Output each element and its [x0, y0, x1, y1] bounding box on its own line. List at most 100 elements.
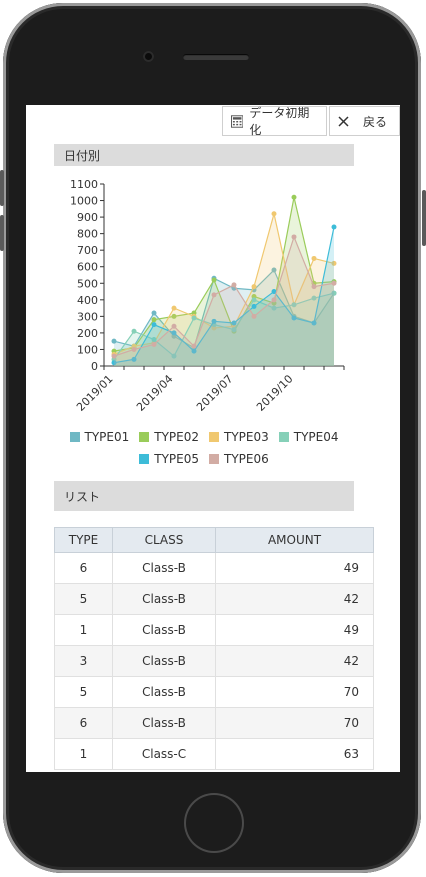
legend-swatch [139, 454, 150, 464]
cell-type: 3 [54, 645, 113, 677]
line-series-1 [113, 268, 335, 349]
data-point [111, 353, 117, 359]
data-point [211, 318, 217, 324]
data-point [151, 322, 157, 328]
area-series-1 [114, 270, 334, 366]
table-row[interactable]: 3 Class-B 42 [54, 645, 374, 677]
data-point [331, 224, 337, 230]
legend-label: TYPE04 [293, 430, 339, 444]
table-row[interactable]: 5 Class-B 42 [54, 583, 374, 615]
volume-up-button[interactable] [0, 170, 4, 206]
area-series-2 [114, 197, 334, 366]
data-point [251, 303, 257, 309]
cell-class: Class-B [112, 707, 216, 739]
data-point [171, 313, 177, 319]
legend-item-type03[interactable]: TYPE03 [209, 430, 269, 444]
data-point [151, 310, 157, 316]
data-point [251, 297, 257, 303]
legend-item-type06[interactable]: TYPE06 [209, 452, 269, 466]
table-row[interactable]: 5 Class-B 70 [54, 676, 374, 708]
y-tick-label: 700 [77, 244, 98, 257]
legend-swatch [69, 432, 80, 442]
legend-label: TYPE02 [154, 430, 199, 444]
y-tick-label: 500 [77, 277, 98, 290]
cell-type: 5 [54, 676, 113, 708]
data-point [331, 290, 337, 296]
legend-item-type04[interactable]: TYPE04 [278, 430, 339, 444]
volume-down-button[interactable] [0, 215, 4, 251]
cell-amount: 42 [215, 583, 374, 615]
area-series-3 [114, 213, 334, 366]
table-row[interactable]: 6 Class-B 49 [54, 552, 374, 584]
cell-amount: 70 [215, 676, 374, 708]
legend-label: TYPE06 [224, 452, 269, 466]
front-camera [143, 51, 154, 62]
earpiece-speaker [183, 54, 249, 60]
data-point [191, 315, 197, 321]
cell-class: Class-B [112, 552, 216, 584]
data-point [271, 211, 277, 217]
column-header-amount[interactable]: AMOUNT [215, 527, 374, 553]
power-button[interactable] [422, 190, 426, 246]
cell-class: Class-B [112, 645, 216, 677]
data-point [171, 330, 177, 336]
data-point [271, 305, 277, 311]
legend-swatch [139, 432, 150, 442]
y-tick-label: 1100 [70, 178, 98, 191]
data-point [171, 353, 177, 359]
area-chart: 0 100 200 300 400 500 600 700 800 900 1000 1100 2019… [70, 178, 345, 414]
home-button[interactable] [184, 793, 244, 853]
y-tick-label: 600 [77, 261, 98, 274]
data-point [231, 320, 237, 326]
cell-amount: 42 [215, 645, 374, 677]
data-point [131, 328, 137, 334]
legend-item-type01[interactable]: TYPE01 [69, 430, 130, 444]
cell-amount: 49 [215, 614, 374, 646]
data-point [111, 360, 117, 366]
legend-item-type02[interactable]: TYPE02 [139, 430, 199, 444]
data-point [251, 313, 257, 319]
legend-label: TYPE05 [154, 452, 199, 466]
cell-type: 6 [54, 552, 113, 584]
cell-type: 1 [54, 614, 113, 646]
area-series-6 [114, 236, 334, 366]
section-header-by-date: 日付別 [54, 144, 354, 166]
line-series-5 [113, 226, 335, 364]
line-series-6 [113, 235, 335, 357]
cell-amount: 63 [215, 738, 374, 770]
data-point [171, 323, 177, 329]
legend-row: TYPE05 TYPE06 [54, 452, 354, 466]
data-point [291, 194, 297, 200]
area-series-4 [114, 293, 334, 366]
legend-swatch [209, 454, 219, 464]
legend-label: TYPE03 [224, 430, 269, 444]
data-point [311, 295, 317, 301]
back-button[interactable]: 戻る [329, 106, 400, 136]
y-tick-label: 200 [77, 327, 98, 340]
y-tick-label: 900 [77, 211, 98, 224]
reset-data-button[interactable]: データ初期化 [222, 106, 327, 137]
app-screen: データ初期化 戻る 日付別 0 100 200 300 400 500 600 700 800 9… [26, 105, 400, 772]
table-row[interactable]: 6 Class-B 70 [54, 707, 374, 739]
data-point [131, 346, 137, 352]
data-point [231, 327, 237, 333]
cell-amount: 49 [215, 552, 374, 584]
table-row[interactable]: 1 Class-B 49 [54, 614, 374, 646]
section-header-list: リスト [54, 481, 354, 511]
x-tick-label: 2019/04 [134, 372, 176, 414]
data-point [271, 289, 277, 295]
legend-item-type05[interactable]: TYPE05 [139, 452, 199, 466]
x-tick-label: 2019/10 [254, 372, 296, 414]
column-header-type[interactable]: TYPE [54, 527, 113, 553]
data-point [311, 284, 317, 290]
table-header-row: TYPE CLASS AMOUNT [54, 527, 374, 553]
cell-type: 5 [54, 583, 113, 615]
y-tick-label: 400 [77, 294, 98, 307]
column-header-class[interactable]: CLASS [112, 527, 216, 553]
data-point [211, 292, 217, 298]
data-point [271, 267, 277, 273]
legend-label: TYPE01 [84, 430, 130, 444]
table-row[interactable]: 1 Class-C 63 [54, 738, 374, 770]
data-point [231, 282, 237, 288]
legend-swatch [278, 432, 289, 442]
